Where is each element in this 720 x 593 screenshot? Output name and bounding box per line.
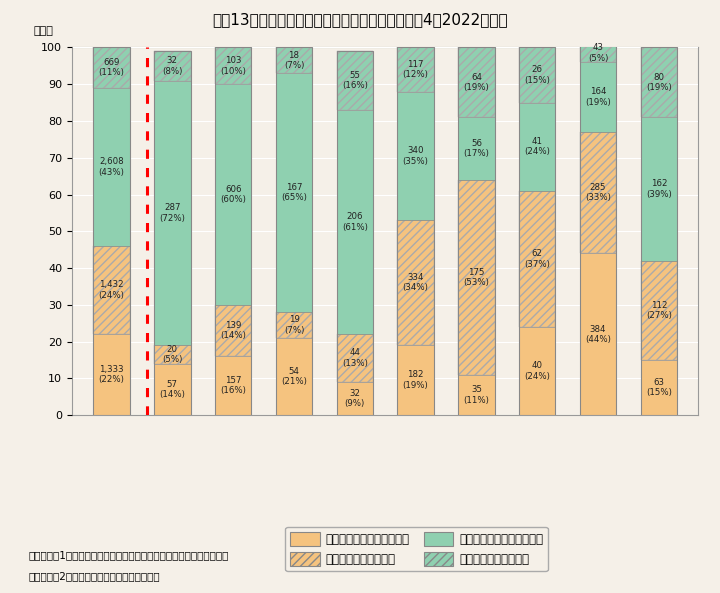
Bar	[580, 44, 616, 62]
Bar	[336, 51, 373, 415]
Bar	[154, 345, 191, 364]
Text: 44
(13%): 44 (13%)	[342, 349, 368, 368]
Text: 162
(39%): 162 (39%)	[646, 179, 672, 199]
Text: 32
(8%): 32 (8%)	[162, 56, 183, 75]
Text: 112
(27%): 112 (27%)	[646, 301, 672, 320]
Y-axis label: （％）: （％）	[34, 27, 54, 36]
Text: 32
(9%): 32 (9%)	[345, 389, 365, 408]
Bar	[336, 382, 373, 415]
Bar	[397, 91, 434, 220]
Text: 43
(5%): 43 (5%)	[588, 43, 608, 63]
Bar	[94, 47, 130, 415]
Text: 19
(7%): 19 (7%)	[284, 315, 304, 334]
Text: 287
(72%): 287 (72%)	[159, 203, 185, 222]
Bar	[519, 47, 556, 103]
Bar	[397, 47, 434, 91]
Text: 384
(44%): 384 (44%)	[585, 324, 611, 344]
Text: 54
(21%): 54 (21%)	[281, 367, 307, 386]
Bar	[580, 253, 616, 415]
Text: 669
(11%): 669 (11%)	[99, 58, 125, 77]
Bar	[641, 261, 677, 360]
Bar	[519, 103, 556, 191]
Text: 26
(15%): 26 (15%)	[524, 65, 550, 85]
Text: 63
(15%): 63 (15%)	[646, 378, 672, 397]
Bar	[458, 180, 495, 375]
Text: 175
(53%): 175 (53%)	[464, 267, 490, 287]
Text: 139
(14%): 139 (14%)	[220, 321, 246, 340]
Legend: 女性役員・正規雇用労働者, 女性非正規雇用労働者, 男性役員・正規雇用労働者, 男性非正規雇用労働者: 女性役員・正規雇用労働者, 女性非正規雇用労働者, 男性役員・正規雇用労働者, …	[285, 527, 548, 571]
Bar	[94, 88, 130, 246]
Bar	[336, 334, 373, 382]
Text: 340
(35%): 340 (35%)	[402, 146, 428, 165]
Bar	[94, 246, 130, 334]
Bar	[641, 117, 677, 261]
Bar	[397, 47, 434, 415]
Text: 117
(12%): 117 (12%)	[402, 60, 428, 79]
Bar	[215, 356, 251, 415]
Bar	[154, 51, 191, 415]
Bar	[580, 62, 616, 132]
Text: 55
(16%): 55 (16%)	[342, 71, 368, 90]
Text: 167
(65%): 167 (65%)	[281, 183, 307, 202]
Text: 57
(14%): 57 (14%)	[159, 380, 185, 399]
Text: （備考）　1．総務省「労働力調査（基本集計）」より作成。原数値。: （備考） 1．総務省「労働力調査（基本集計）」より作成。原数値。	[29, 550, 229, 560]
Bar	[580, 44, 616, 415]
Bar	[458, 47, 495, 117]
Text: 334
(34%): 334 (34%)	[402, 273, 428, 292]
Text: 1,432
(24%): 1,432 (24%)	[99, 280, 125, 300]
Text: 56
(17%): 56 (17%)	[464, 139, 490, 158]
Text: 80
(19%): 80 (19%)	[646, 73, 672, 92]
Text: 64
(19%): 64 (19%)	[464, 73, 490, 92]
Text: 164
(19%): 164 (19%)	[585, 87, 611, 107]
Text: 2,608
(43%): 2,608 (43%)	[99, 157, 125, 177]
Text: 157
(16%): 157 (16%)	[220, 376, 246, 396]
Bar	[154, 51, 191, 81]
Bar	[215, 47, 251, 84]
Bar	[154, 364, 191, 415]
Text: 2．棒グラフの数値の単位は万人。: 2．棒グラフの数値の単位は万人。	[29, 571, 161, 581]
Bar	[215, 84, 251, 305]
Bar	[336, 110, 373, 334]
Bar	[94, 47, 130, 88]
Bar	[276, 338, 312, 415]
Bar	[519, 191, 556, 327]
Bar	[397, 220, 434, 345]
Bar	[519, 327, 556, 415]
Text: 606
(60%): 606 (60%)	[220, 185, 246, 204]
Text: 18
(7%): 18 (7%)	[284, 50, 304, 70]
Bar	[215, 305, 251, 356]
Bar	[641, 47, 677, 415]
Bar	[580, 132, 616, 253]
Bar	[397, 345, 434, 415]
Text: 206
(61%): 206 (61%)	[342, 212, 368, 232]
Text: 41
(24%): 41 (24%)	[524, 137, 550, 157]
Text: 35
(11%): 35 (11%)	[464, 385, 490, 404]
Bar	[215, 47, 251, 415]
Text: 62
(37%): 62 (37%)	[524, 249, 550, 269]
Bar	[641, 47, 677, 117]
Text: 20
(5%): 20 (5%)	[162, 345, 183, 364]
Bar	[458, 117, 495, 180]
Bar	[519, 47, 556, 415]
Bar	[276, 73, 312, 312]
Text: 285
(33%): 285 (33%)	[585, 183, 611, 202]
Text: 40
(24%): 40 (24%)	[524, 361, 550, 381]
Bar	[276, 47, 312, 73]
Text: 182
(19%): 182 (19%)	[402, 371, 428, 390]
Bar	[458, 375, 495, 415]
Text: 特－13図　産業別雇用者の雇用形態別割合（令和4（2022）年）: 特－13図 産業別雇用者の雇用形態別割合（令和4（2022）年）	[212, 12, 508, 27]
Bar	[154, 81, 191, 345]
Text: 103
(10%): 103 (10%)	[220, 56, 246, 75]
Bar	[458, 47, 495, 415]
Bar	[276, 47, 312, 415]
Bar	[276, 312, 312, 338]
Text: 1,333
(22%): 1,333 (22%)	[99, 365, 125, 384]
Bar	[336, 51, 373, 110]
Bar	[641, 360, 677, 415]
Bar	[94, 334, 130, 415]
